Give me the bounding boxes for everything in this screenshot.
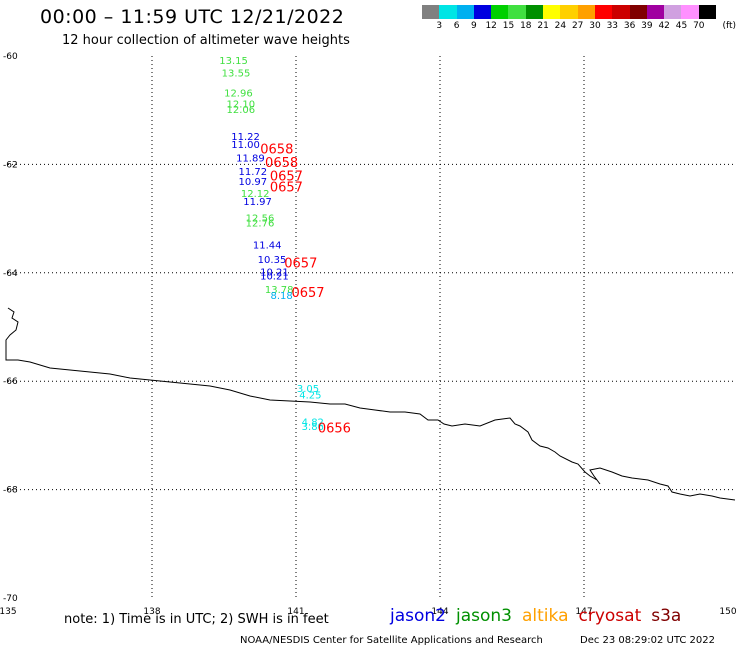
color-scale-unit: (ft) — [722, 21, 736, 31]
swh-value: 11.22 — [231, 132, 260, 143]
legend-s3a: s3a — [651, 606, 682, 626]
pass-time: 0657 — [284, 256, 317, 271]
latitude-label: -66 — [3, 377, 18, 387]
longitude-label: 144 — [431, 607, 448, 617]
color-scale-tick: 30 — [589, 21, 601, 31]
color-scale-tick: 33 — [606, 21, 619, 31]
swh-value: 10.97 — [238, 177, 267, 188]
color-scale-tick: 6 — [453, 21, 460, 31]
pass-time: 0658 — [260, 143, 293, 158]
color-swatch — [508, 5, 526, 19]
footnote: note: 1) Time is in UTC; 2) SWH is in fe… — [64, 612, 329, 627]
longitude-label: 138 — [143, 607, 160, 617]
longitude-label: 147 — [575, 607, 592, 617]
color-scale-bar — [422, 5, 717, 19]
color-scale-tick: 21 — [537, 21, 549, 31]
pass-time: 0657 — [270, 181, 303, 196]
color-swatch — [473, 5, 492, 19]
coastline — [5, 307, 736, 501]
color-scale-tick: 36 — [623, 21, 636, 31]
swh-value: 12.10 — [226, 99, 255, 110]
swh-value: 10.21 — [260, 271, 289, 282]
color-swatch — [646, 5, 665, 19]
page-subtitle: 12 hour collection of altimeter wave hei… — [62, 33, 350, 48]
swh-value: 4.25 — [299, 391, 321, 402]
swh-value: 11.00 — [231, 140, 260, 151]
swh-value: 12.06 — [226, 105, 255, 116]
color-scale-tick: 15 — [502, 21, 515, 31]
swh-value: 12.96 — [224, 89, 253, 100]
color-swatch — [422, 5, 440, 19]
color-scale-tick: 18 — [520, 21, 532, 31]
latitude-label: -62 — [3, 160, 18, 170]
swh-value: 13.55 — [222, 69, 251, 80]
swh-value: 10.21 — [260, 268, 289, 279]
latitude-label: -68 — [3, 486, 18, 496]
swh-value: 3.05 — [297, 384, 319, 395]
color-swatch — [698, 5, 717, 19]
pass-time: 0658 — [265, 156, 298, 171]
legend-jason2: jason2 — [390, 606, 446, 626]
color-scale-tick: 24 — [554, 21, 567, 31]
swh-value: 10.35 — [258, 255, 287, 266]
color-swatch — [577, 5, 595, 19]
pass-time: 0657 — [270, 170, 303, 185]
color-swatch — [594, 5, 613, 19]
swh-value: 11.44 — [253, 240, 282, 251]
color-swatch — [439, 5, 457, 19]
color-scale-tick: 70 — [693, 21, 705, 31]
generation-timestamp: Dec 23 08:29:02 UTC 2022 — [580, 635, 715, 646]
pass-time: 0656 — [318, 422, 351, 437]
color-scale-labels: 3 6 9 12 15 18 21 24 27 30 33 36 39 42 45 70 — [422, 21, 740, 35]
swh-value: 13.15 — [219, 56, 248, 67]
color-scale-tick: 3 — [436, 21, 443, 31]
swh-value: 11.72 — [238, 167, 267, 178]
color-scale-tick: 9 — [471, 21, 477, 31]
swh-value: 12.56 — [246, 213, 275, 224]
page-title: 00:00 – 11:59 UTC 12/21/2022 — [40, 6, 345, 28]
color-swatch — [543, 5, 561, 19]
color-scale-tick: 27 — [571, 21, 584, 31]
legend-cryosat: cryosat — [578, 606, 642, 626]
color-scale-tick: 42 — [658, 21, 670, 31]
longitude-label: 150 — [719, 607, 736, 617]
color-swatch — [681, 5, 699, 19]
latitude-label: -64 — [3, 269, 18, 279]
color-swatch — [491, 5, 509, 19]
latitude-label: -60 — [3, 52, 18, 62]
longitude-label: 135 — [0, 607, 17, 617]
swh-value: 4.82 — [302, 418, 324, 429]
latitude-label: -70 — [3, 594, 18, 604]
color-scale-tick: 12 — [485, 21, 497, 31]
credit-line: NOAA/NESDIS Center for Satellite Applica… — [240, 635, 543, 646]
legend-jason3: jason3 — [456, 606, 512, 626]
pass-time: 0657 — [291, 286, 324, 301]
color-scale-tick: 39 — [641, 21, 653, 31]
color-swatch — [525, 5, 544, 19]
swh-value: 11.89 — [236, 154, 265, 165]
color-swatch — [629, 5, 647, 19]
swh-value: 3.86 — [302, 422, 324, 433]
longitude-label: 141 — [287, 607, 304, 617]
swh-value: 11.97 — [243, 197, 272, 208]
swh-value: 13.78 — [265, 285, 294, 296]
graticule: -60 -62 -64 -66 -68 -70 135 138 141 144 147 150 — [0, 52, 737, 617]
swh-value: 8.18 — [270, 291, 292, 302]
color-scale-tick: 45 — [675, 21, 688, 31]
swh-value: 12.76 — [246, 219, 275, 230]
color-swatch — [456, 5, 474, 19]
swh-value: 12.12 — [241, 189, 270, 200]
color-swatch — [612, 5, 630, 19]
color-swatch — [664, 5, 682, 19]
satellite-legend: jason2 jason3 altika cryosat s3a — [390, 606, 691, 626]
color-swatch — [560, 5, 578, 19]
legend-altika: altika — [522, 606, 569, 626]
